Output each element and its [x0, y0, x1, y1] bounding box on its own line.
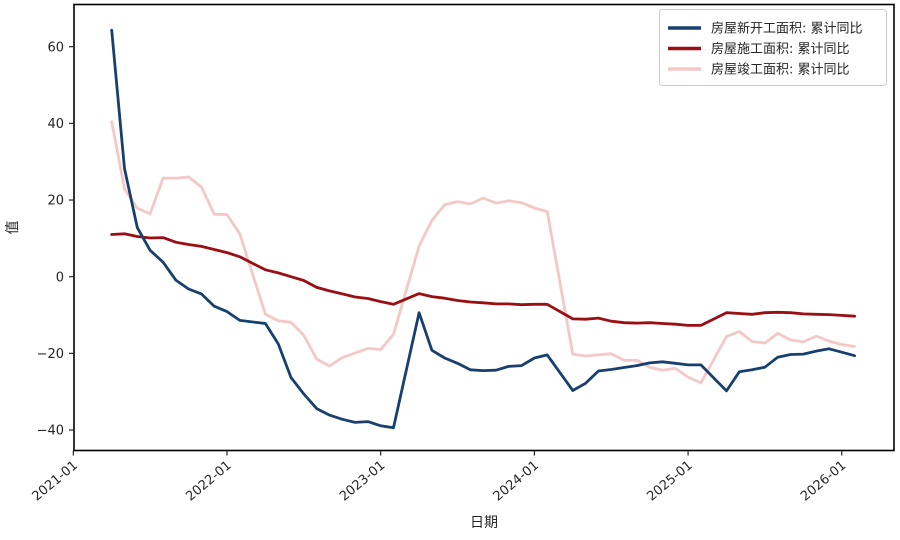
- x-tick-label: 2025-01: [644, 458, 695, 504]
- series-line-1: [110, 232, 856, 327]
- y-tick-label: −20: [37, 347, 64, 362]
- x-axis-label: 日期: [470, 515, 498, 531]
- legend-box: [659, 9, 887, 86]
- x-tick-label: 2026-01: [798, 458, 849, 504]
- x-tick-label: 2022-01: [183, 458, 234, 504]
- y-tick-label: −40: [37, 424, 64, 439]
- series-line-2: [110, 120, 856, 385]
- legend-label-0: 房屋新开工面积: 累计同比: [711, 21, 863, 37]
- series-line-0: [110, 28, 856, 430]
- x-tick-label: 2023-01: [337, 458, 388, 504]
- y-axis-label: 值: [5, 221, 21, 235]
- legend-label-1: 房屋施工面积: 累计同比: [711, 41, 850, 57]
- x-tick-label: 2021-01: [30, 458, 81, 504]
- y-tick-label: 0: [56, 270, 64, 285]
- legend-label-2: 房屋竣工面积: 累计同比: [711, 62, 850, 78]
- x-tick-label: 2024-01: [491, 458, 542, 504]
- y-tick-label: 40: [47, 117, 64, 132]
- y-tick-label: 60: [47, 40, 64, 55]
- y-tick-label: 20: [47, 194, 64, 209]
